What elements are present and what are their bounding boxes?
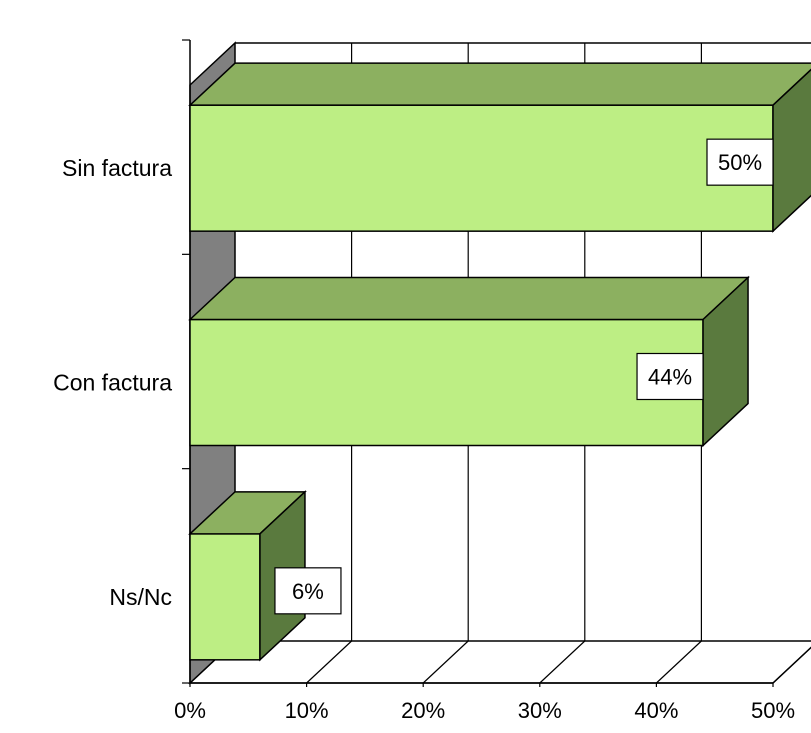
floor-gridline <box>655 640 702 684</box>
floor-gridline <box>422 640 469 684</box>
category-label: Ns/Nc <box>109 584 172 610</box>
floor-gridline <box>306 640 353 684</box>
category-label: Con factura <box>53 370 172 396</box>
x-tick-label: 0% <box>174 698 206 723</box>
x-tick-label: 30% <box>518 698 562 723</box>
bar-side <box>772 68 811 233</box>
bar-front <box>189 533 261 661</box>
floor-plane <box>188 640 811 684</box>
data-label-box <box>636 352 704 401</box>
x-tick-label: 20% <box>401 698 445 723</box>
data-label: 6% <box>292 579 324 604</box>
floor-gridline <box>539 640 586 684</box>
label-group: Sin factura 50% Con factura 44% Ns/Nc 6% <box>53 138 774 615</box>
bar-front <box>189 318 704 447</box>
data-label: 50% <box>718 150 762 175</box>
x-tick-label: 50% <box>751 698 795 723</box>
x-tick-label: 10% <box>285 698 329 723</box>
bar-front <box>189 104 774 232</box>
bar-top <box>188 276 750 321</box>
category-label: Sin factura <box>62 155 172 181</box>
bar-side <box>702 275 749 448</box>
data-label: 44% <box>648 365 692 390</box>
bar-top <box>188 62 811 106</box>
data-label-box <box>706 138 774 186</box>
data-label-box <box>274 567 342 615</box>
x-tick-label: 40% <box>634 698 678 723</box>
